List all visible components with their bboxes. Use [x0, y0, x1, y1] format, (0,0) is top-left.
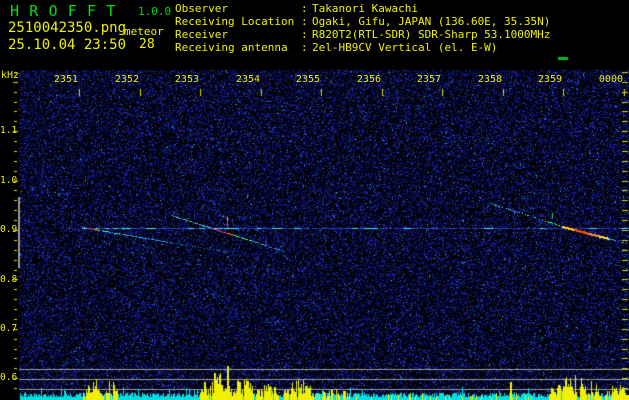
info-label: Observer [175, 2, 228, 15]
info-label: Receiving Location [175, 15, 295, 28]
info-value: Takanori Kawachi [312, 2, 418, 15]
time-axis-label: 2352 [114, 74, 139, 85]
station-info: Observer: Takanori Kawachi Receiving Locat… [175, 2, 629, 54]
echo-count: 28 [139, 37, 155, 52]
freq-axis-label: 0.9 [0, 224, 18, 235]
freq-axis-label: 1.0 [0, 175, 18, 186]
info-separator: : [301, 2, 308, 15]
app-title: H R O F F T [10, 2, 116, 20]
observation-mode: meteor [124, 25, 164, 38]
time-axis-label: 2355 [295, 74, 320, 85]
time-axis-label: 0000 [598, 74, 623, 85]
time-axis-label: 2357 [416, 74, 441, 85]
freq-axis-unit: kHz [1, 70, 20, 81]
output-filename: 2510042350.png [8, 20, 127, 36]
info-separator: : [301, 15, 308, 28]
freq-axis-label: 0.8 [0, 274, 18, 285]
time-axis-label: 2358 [477, 74, 502, 85]
info-value: Ogaki, Gifu, JAPAN (136.60E, 35.35N) [312, 15, 551, 28]
app-version: 1.0.0 [138, 5, 172, 18]
info-label: Receiving antenna [175, 41, 288, 54]
time-axis-label: 2353 [174, 74, 199, 85]
time-axis-label: 2356 [356, 74, 381, 85]
info-value: R820T2(RTL-SDR) SDR-Sharp 53.1000MHz [312, 28, 551, 41]
info-value: 2el-HB9CV Vertical (el. E-W) [312, 41, 498, 54]
station-info-row: Observer: Takanori Kawachi [175, 2, 629, 15]
info-separator: : [301, 41, 308, 54]
observation-datetime: 25.10.04 23:50 [8, 37, 127, 53]
info-separator: : [301, 28, 308, 41]
info-label: Receiver [175, 28, 228, 41]
station-info-row: Receiving Location: Ogaki, Gifu, JAPAN (1… [175, 15, 629, 28]
station-info-row: Receiver: R820T2(RTL-SDR) SDR-Sharp 53.10… [175, 28, 629, 41]
time-axis-label: 2354 [235, 74, 260, 85]
freq-axis-label: 0.7 [0, 323, 18, 334]
freq-axis-label: 1.1 [0, 125, 18, 136]
time-axis-label: 2359 [537, 74, 562, 85]
freq-axis-label: 0.6 [0, 372, 18, 383]
station-info-row: Receiving antenna:2el-HB9CV Vertical (el… [175, 41, 629, 54]
time-axis-label: 2351 [53, 74, 78, 85]
